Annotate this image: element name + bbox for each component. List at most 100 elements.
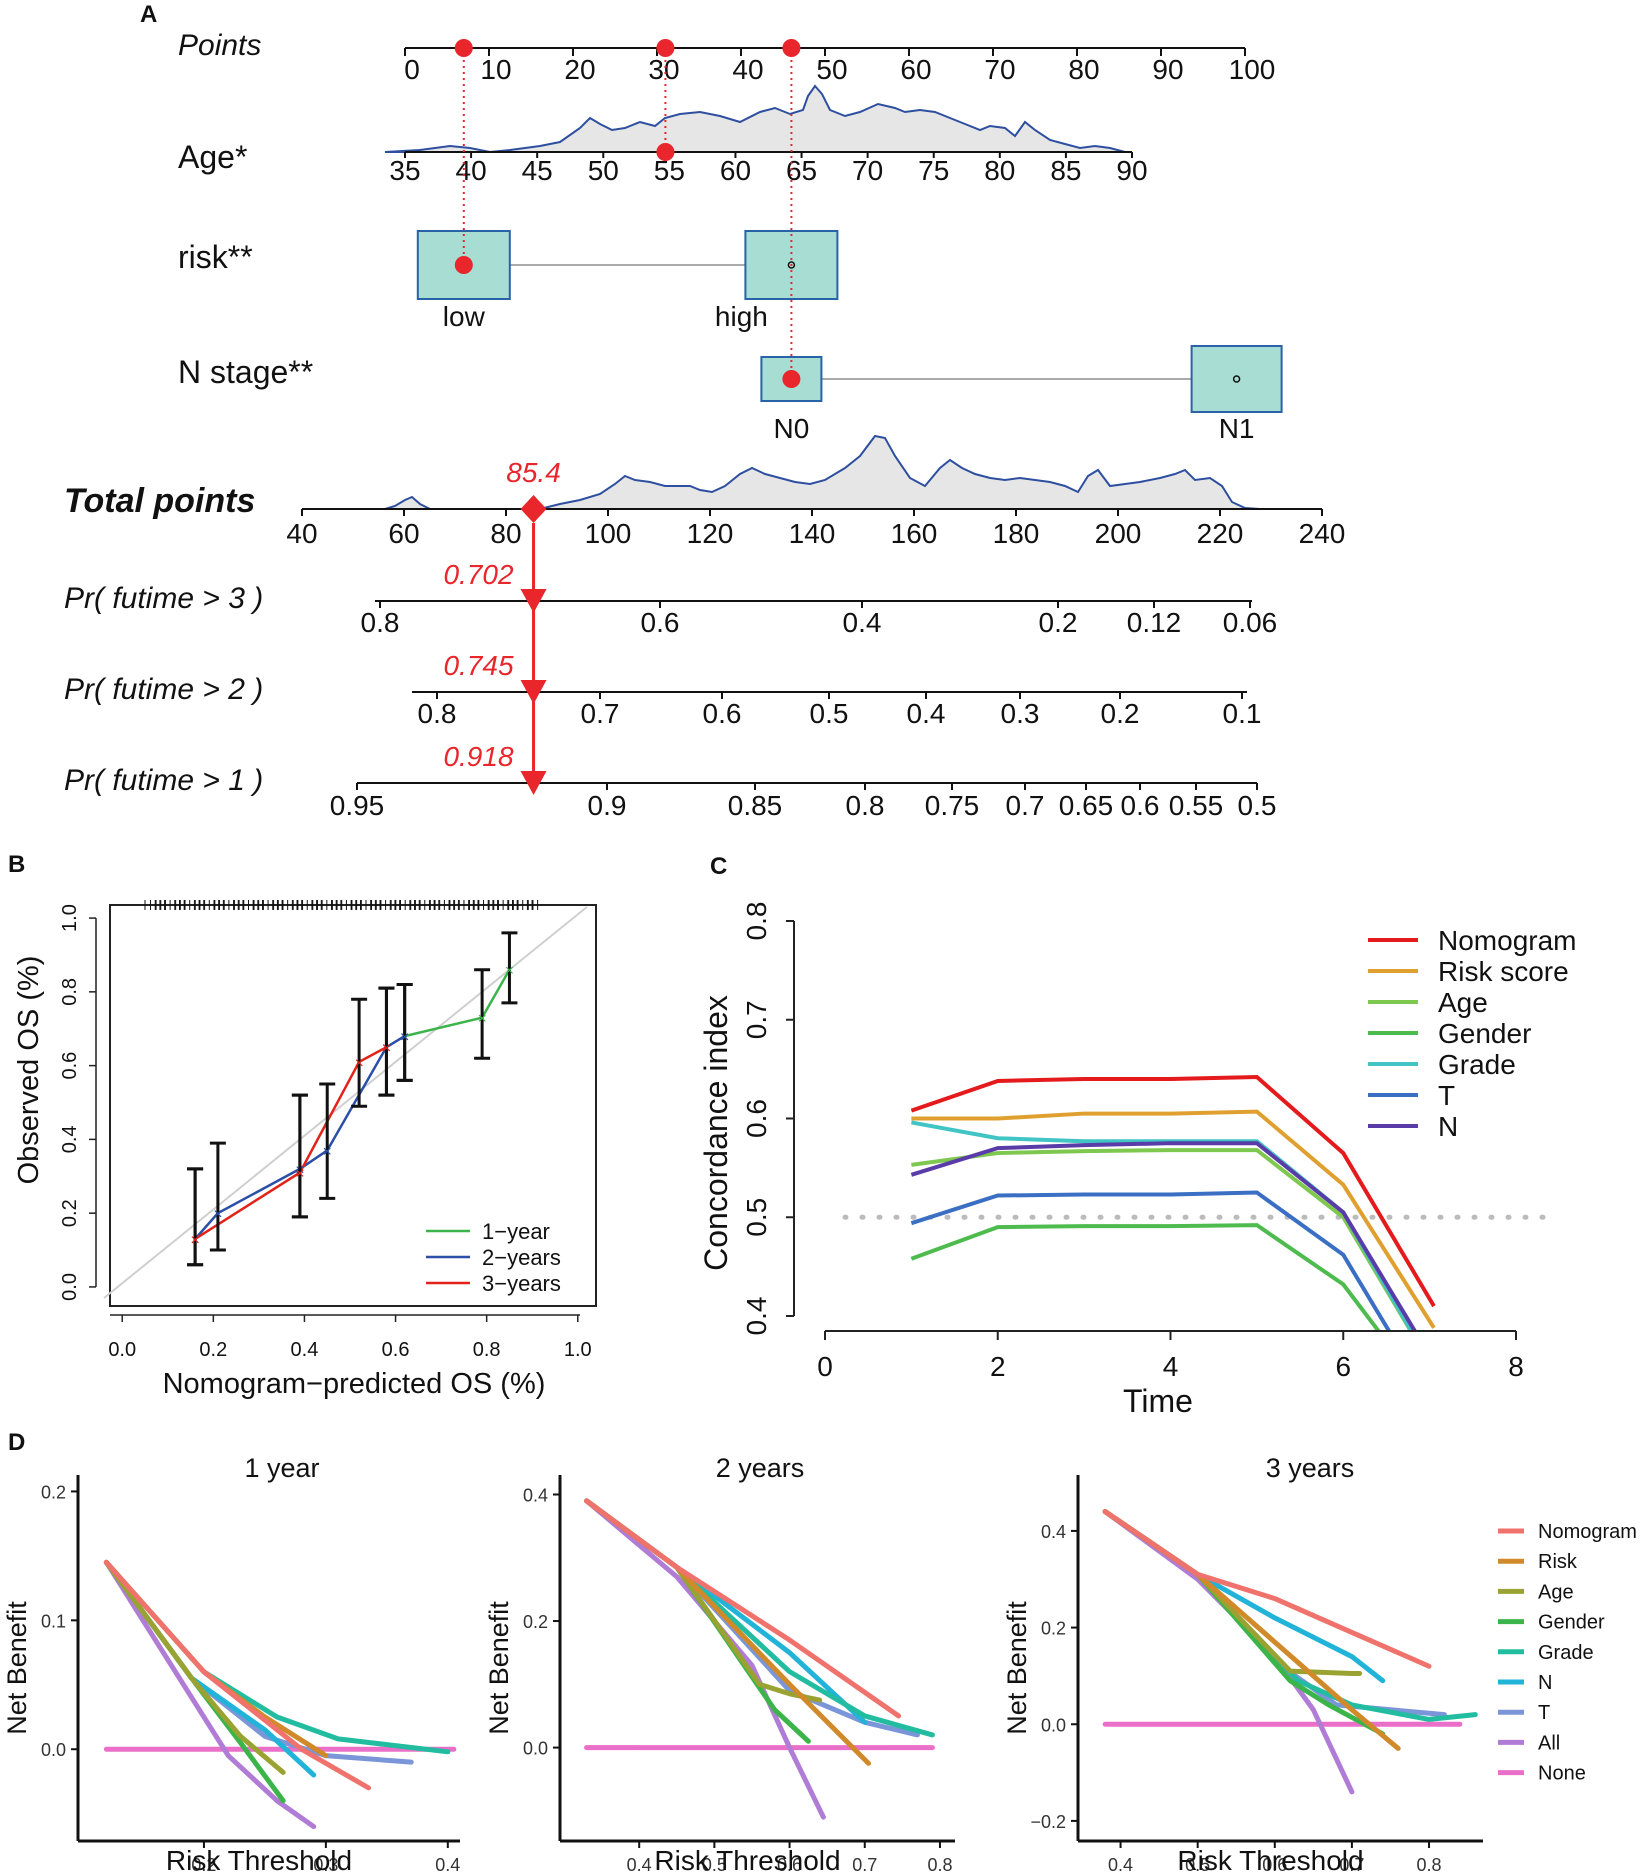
dca-x-tick-label: 0.3: [313, 1855, 338, 1872]
calibration-y-tick-label: 0.8: [59, 978, 81, 1006]
total-points-axis-tick-label: 200: [1095, 518, 1142, 549]
age-axis-tick-label: 35: [389, 155, 420, 186]
points-axis-tick-label: 80: [1068, 54, 1099, 85]
dca-series-line: [584, 1498, 811, 1744]
points-axis-tick-label: 30: [648, 54, 679, 85]
dca-y-tick-label: 0.2: [1041, 1619, 1066, 1639]
dca-title: 3 years: [1266, 1453, 1355, 1483]
total-points-axis-tick-label: 180: [993, 518, 1040, 549]
total-points-axis-tick-label: 240: [1299, 518, 1346, 549]
age-density: [384, 84, 1126, 154]
total-points-axis-tick-label: 140: [789, 518, 836, 549]
probability-axis-tick-label: 0.55: [1169, 790, 1224, 821]
age-axis-tick-label: 70: [852, 155, 883, 186]
dca-x-tick-label: 0.7: [1339, 1855, 1364, 1872]
concordance-series-line: [911, 1109, 1436, 1329]
probability-axis-tick-label: 0.7: [581, 698, 620, 729]
dca-3-years: 3 years −0.2 0.0 0.2 0.4 0.4 0.5 0.6 0.7 0.8 Risk …: [1002, 1453, 1483, 1872]
concordance-legend-label: Age: [1438, 987, 1488, 1018]
dca-ylabel: Net Benefit: [2, 1601, 32, 1735]
dca-y-tick-label: 0.2: [41, 1482, 66, 1502]
dca-xlabel: Risk Threshold: [1177, 1845, 1363, 1872]
probability-axis-tick-label: 0.6: [641, 607, 680, 638]
probability-axis-tick-label: 0.85: [728, 790, 783, 821]
calibration-y-tick-label: 1.0: [59, 904, 81, 932]
dca-series-line: [103, 1559, 414, 1765]
points-axis-tick-label: 70: [984, 54, 1015, 85]
dca-series-line: [1102, 1509, 1355, 1795]
concordance-axes: 0.4 0.5 0.6 0.7 0.8 0 2 4 6 8: [741, 902, 1548, 1382]
concordance-xlabel: Time: [1123, 1383, 1193, 1419]
probability-axis-tick-label: 0.5: [1238, 790, 1277, 821]
calibration-axes: 0.0 0.2 0.4 0.6 0.8 1.0 0.0 0.2 0.4 0.6 0.8 1.0: [59, 904, 592, 1361]
age-axis-tick-label: 80: [984, 155, 1015, 186]
calibration-point: ×: [323, 1143, 332, 1160]
calibration-legend-label: 1−year: [482, 1219, 550, 1244]
concordance-y-tick-label: 0.7: [741, 1000, 772, 1039]
calibration-point: ×: [400, 1029, 409, 1046]
dca-series-line: [1102, 1509, 1447, 1718]
dca-series-line: [1102, 1509, 1432, 1669]
probability-axis-tick-label: 0.95: [330, 790, 385, 821]
concordance-x-tick-label: 0: [817, 1351, 833, 1382]
probability-axis-tick-label: 0.4: [843, 607, 882, 638]
concordance-legend-label: Gender: [1438, 1018, 1531, 1049]
calibration-point: ×: [295, 1166, 304, 1183]
probability-axis-tick-label: 0.5: [810, 698, 849, 729]
concordance-legend-label: Grade: [1438, 1049, 1516, 1080]
calibration-point: ×: [505, 963, 514, 980]
probability-marker: [520, 680, 547, 704]
calibration-legend-label: 2−years: [482, 1245, 561, 1270]
dca-x-tick-label: 0.4: [1108, 1855, 1133, 1872]
dca-y-tick-label: 0.0: [523, 1739, 548, 1759]
pr-3yr-label: Pr( futime > 3 ): [64, 582, 263, 615]
risk-label: risk**: [178, 239, 253, 275]
probability-axis-tick-label: 0.6: [1121, 790, 1160, 821]
dca-legend-label: Gender: [1538, 1612, 1605, 1634]
points-axis-tick-label: 40: [732, 54, 763, 85]
concordance-legend-label: N: [1438, 1111, 1458, 1142]
probability-axis-tick-label: 0.8: [361, 607, 400, 638]
points-axis-tick-label: 20: [564, 54, 595, 85]
concordance-legend-label: T: [1438, 1080, 1455, 1111]
concordance-y-tick-label: 0.8: [741, 902, 772, 941]
age-axis-tick-label: 85: [1050, 155, 1081, 186]
calibration-series: ×××××××××××××: [187, 931, 518, 1267]
dca-y-tick-label: 0.2: [523, 1612, 548, 1632]
patient-points-dot: [454, 39, 473, 57]
age-axis-tick-label: 40: [456, 155, 487, 186]
dca-xlabel: Risk Threshold: [654, 1845, 840, 1872]
probability-axis-tick-label: 0.2: [1039, 607, 1078, 638]
concordance-y-tick-label: 0.6: [741, 1099, 772, 1138]
calibration-legend-label: 3−years: [482, 1271, 561, 1296]
n-stage-patient-dot: [782, 370, 801, 388]
calibration-plot: 0.0 0.2 0.4 0.6 0.8 1.0 0.0 0.2 0.4 0.6 0.8 1.0 × × ×…: [13, 900, 597, 1400]
dca-x-tick-label: 0.4: [435, 1855, 460, 1872]
calibration-x-tick-label: 0.0: [108, 1339, 136, 1361]
calibration-x-tick-label: 0.6: [382, 1339, 410, 1361]
calibration-y-tick-label: 0.0: [59, 1273, 81, 1301]
probability-axis-tick-label: 0.8: [846, 790, 885, 821]
dca-y-tick-label: 0.1: [41, 1611, 66, 1631]
calibration-y-tick-label: 0.6: [59, 1052, 81, 1080]
dca-legend-label: All: [1538, 1732, 1560, 1754]
probability-axis-tick-label: 0.4: [907, 698, 946, 729]
calibration-series-line: [194, 1035, 406, 1240]
calibration-series-line: [404, 969, 511, 1038]
dca-y-tick-label: −0.2: [1030, 1812, 1066, 1832]
total-points-label: Total points: [64, 482, 255, 520]
probability-value: 0.918: [443, 741, 513, 772]
points-axis-tick-label: 50: [816, 54, 847, 85]
concordance-ylabel: Concordance index: [698, 995, 734, 1271]
n-stage-level-label: N0: [774, 413, 810, 444]
dca-legend-label: N: [1538, 1672, 1552, 1694]
dca-series-line: [1102, 1509, 1478, 1722]
probability-axis-tick-label: 0.06: [1223, 607, 1278, 638]
probability-axis-tick-label: 0.3: [1001, 698, 1040, 729]
concordance-series-line: [910, 1223, 1381, 1330]
concordance-series-line: [910, 1075, 1436, 1308]
probability-marker: [520, 589, 547, 613]
